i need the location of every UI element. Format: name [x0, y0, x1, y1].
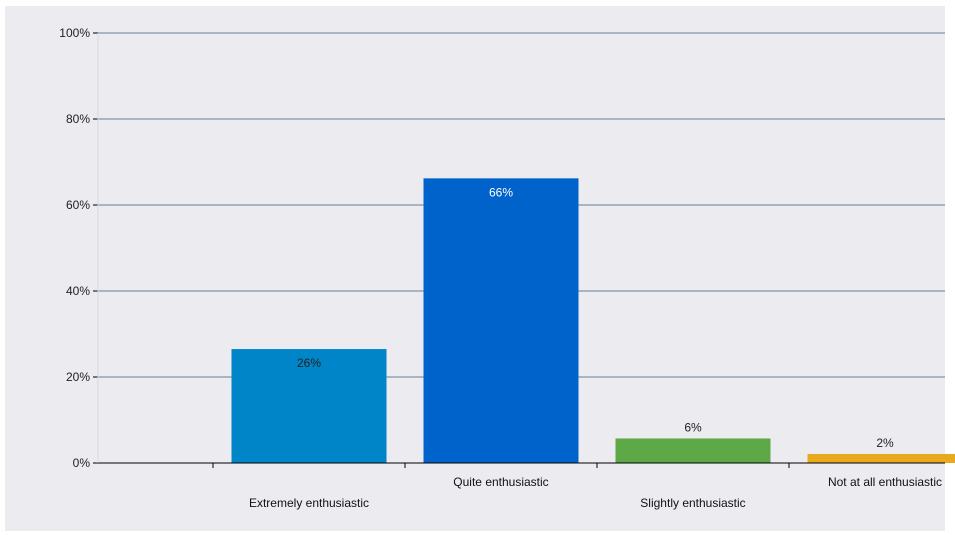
data-label: 26% [297, 356, 321, 370]
bar [423, 178, 579, 463]
data-label: 66% [489, 185, 513, 199]
y-tick-label: 0% [73, 456, 91, 470]
x-category-label: Extremely enthusiastic [249, 496, 369, 510]
bar [231, 349, 387, 463]
y-tick-label: 100% [59, 26, 90, 40]
bar [807, 453, 955, 463]
y-tick-label: 60% [66, 198, 90, 212]
data-label: 6% [684, 420, 702, 434]
y-tick-label: 40% [66, 284, 90, 298]
x-category-label: Slightly enthusiastic [640, 496, 745, 510]
x-category-label: Quite enthusiastic [453, 475, 548, 489]
y-tick-label: 80% [66, 112, 90, 126]
y-tick-label: 20% [66, 370, 90, 384]
bar [615, 438, 771, 463]
x-category-label: Not at all enthusiastic [828, 475, 942, 489]
data-label: 2% [876, 436, 894, 450]
